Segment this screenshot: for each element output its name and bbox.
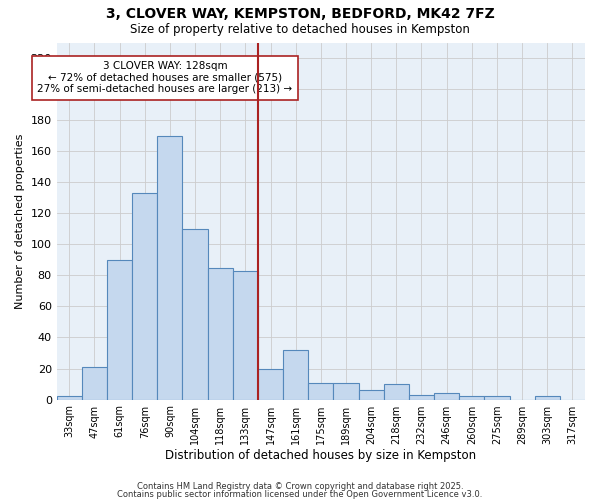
Bar [359,390,384,400]
Bar [182,229,208,400]
Bar [107,260,132,400]
Bar [233,270,258,400]
Bar [308,382,334,400]
Bar [409,395,434,400]
Text: Contains HM Land Registry data © Crown copyright and database right 2025.: Contains HM Land Registry data © Crown c… [137,482,463,491]
Text: 3 CLOVER WAY: 128sqm
← 72% of detached houses are smaller (575)
27% of semi-deta: 3 CLOVER WAY: 128sqm ← 72% of detached h… [37,61,292,94]
Text: 3, CLOVER WAY, KEMPSTON, BEDFORD, MK42 7FZ: 3, CLOVER WAY, KEMPSTON, BEDFORD, MK42 7… [106,8,494,22]
Text: Size of property relative to detached houses in Kempston: Size of property relative to detached ho… [130,22,470,36]
Bar [484,396,509,400]
Bar [535,396,560,400]
Bar [82,367,107,400]
Bar [258,368,283,400]
Text: Contains public sector information licensed under the Open Government Licence v3: Contains public sector information licen… [118,490,482,499]
Bar [283,350,308,400]
Bar [208,268,233,400]
Bar [334,382,359,400]
Bar [157,136,182,400]
Y-axis label: Number of detached properties: Number of detached properties [15,134,25,308]
Bar [56,396,82,400]
Bar [132,193,157,400]
Bar [384,384,409,400]
X-axis label: Distribution of detached houses by size in Kempston: Distribution of detached houses by size … [165,450,476,462]
Bar [434,394,459,400]
Bar [459,396,484,400]
